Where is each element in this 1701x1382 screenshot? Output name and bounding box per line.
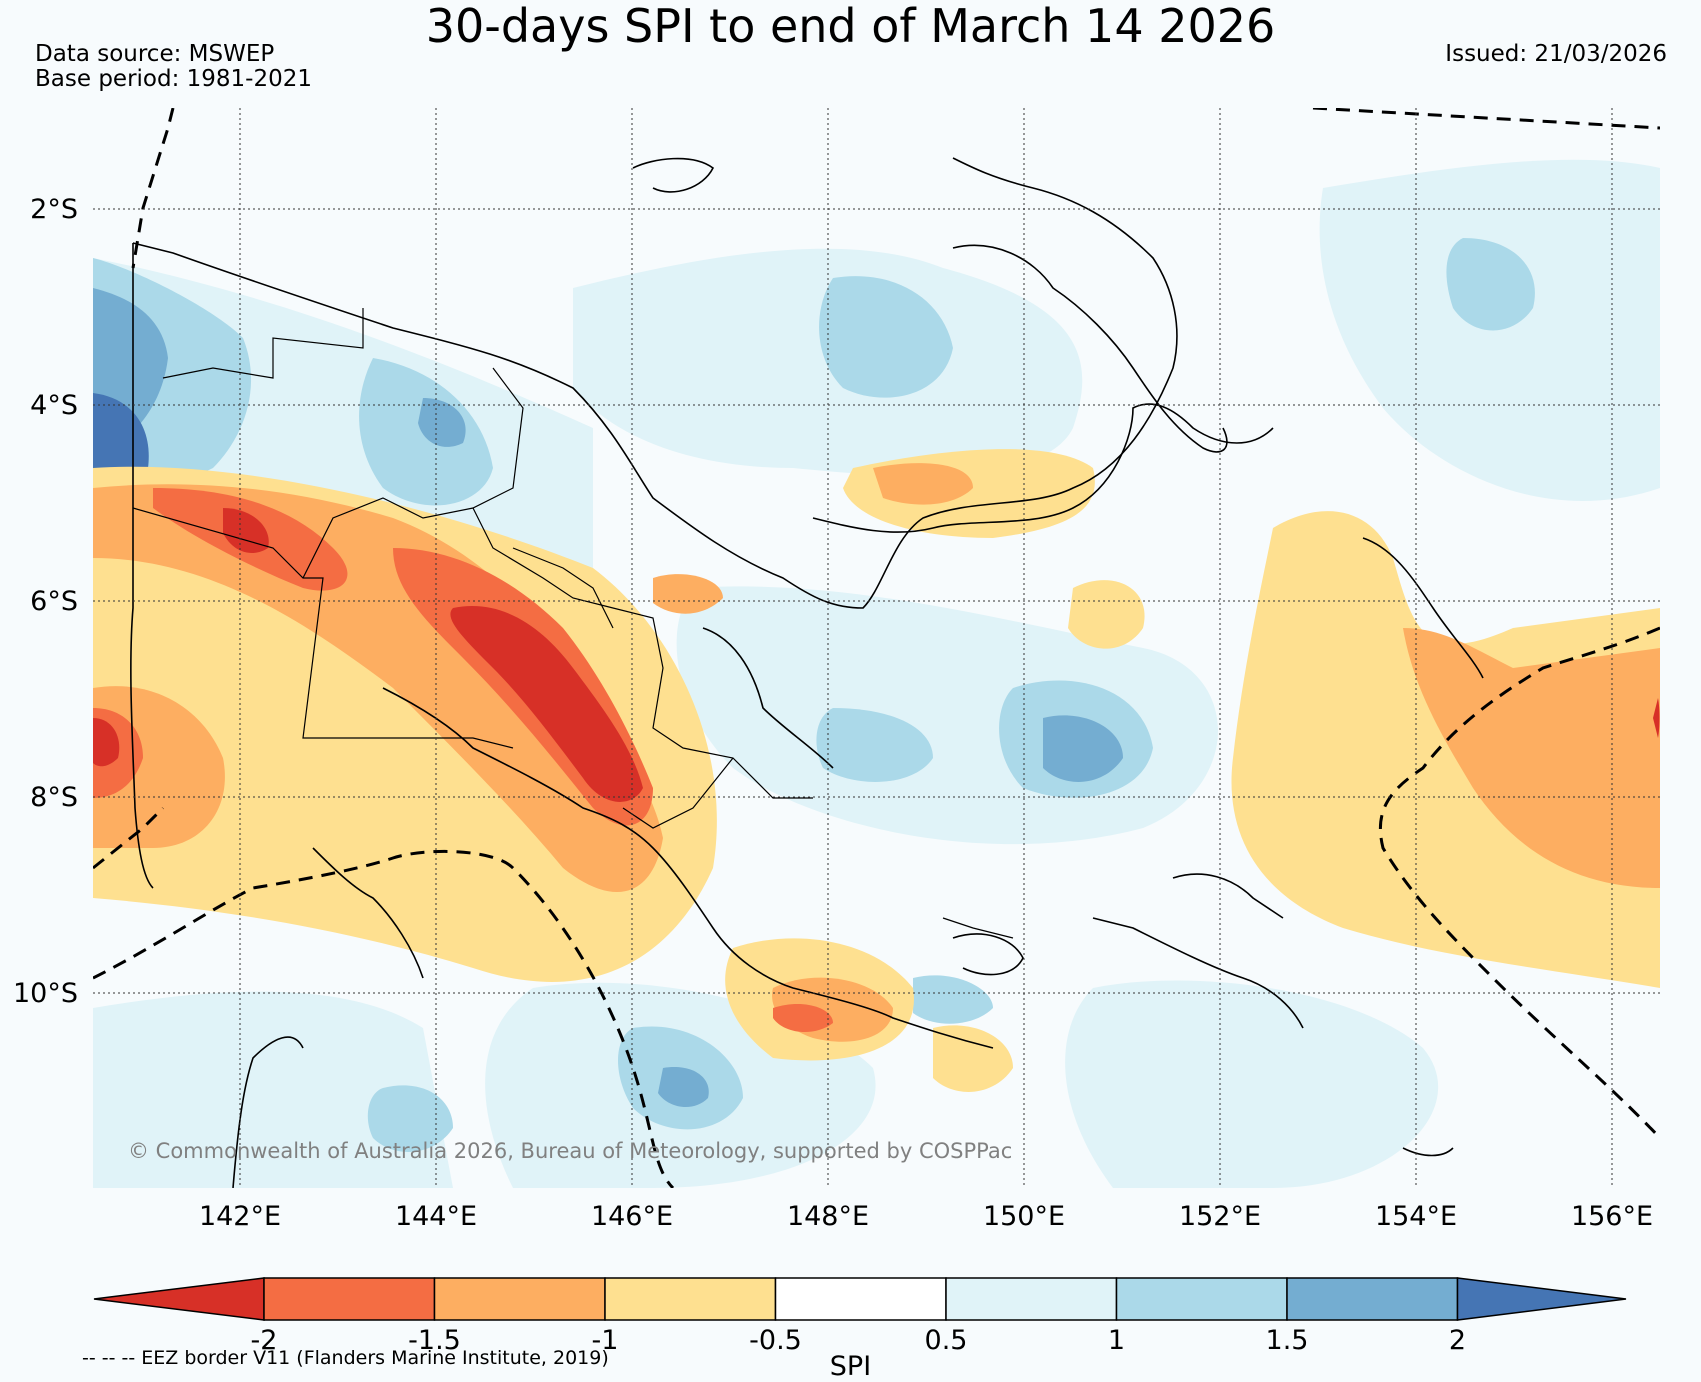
lon-tick-label: 148°E	[787, 1201, 869, 1232]
colorbar-extend-min	[93, 1277, 265, 1321]
lat-tick-label: 6°S	[30, 586, 78, 617]
lat-tick-label: 2°S	[30, 194, 78, 225]
copyright-text: © Commonwealth of Australia 2026, Bureau…	[128, 1139, 1012, 1163]
lon-tick-label: 144°E	[395, 1201, 477, 1232]
colorbar-tick-label: 2	[1449, 1325, 1466, 1350]
lon-tick-label: 146°E	[591, 1201, 673, 1232]
colorbar-extend-max	[1456, 1277, 1627, 1321]
colorbar-segment	[433, 1277, 606, 1321]
metadata-left: Data source: MSWEP Base period: 1981-202…	[35, 42, 312, 92]
lon-tick-label: 152°E	[1179, 1201, 1261, 1232]
colorbar-segments	[93, 1277, 1627, 1321]
data-source: Data source: MSWEP	[35, 41, 275, 67]
lat-tick-label: 4°S	[30, 390, 78, 421]
coastlines	[130, 157, 1484, 1188]
colorbar-tick-label: -2	[251, 1325, 278, 1350]
spi-map: © Commonwealth of Australia 2026, Bureau…	[93, 108, 1660, 1232]
lat-tick-label: 10°S	[13, 978, 78, 1009]
lon-tick-labels: 142°E 144°E 146°E 148°E 150°E 152°E 154°…	[199, 1201, 1653, 1232]
colorbar-tick-label: 1	[1108, 1325, 1125, 1350]
colorbar-segment	[774, 1277, 947, 1321]
colorbar-tick-label: 1.5	[1266, 1325, 1309, 1350]
colorbar-tick-label: -1	[592, 1325, 619, 1350]
map-title: 30-days SPI to end of March 14 2026	[425, 0, 1276, 53]
colorbar-title: SPI	[829, 1351, 872, 1382]
colorbar: -2 -1.5 -1 -0.5 0.5 1 1.5 2	[93, 1277, 1627, 1350]
lat-tick-label: 8°S	[30, 782, 78, 813]
colorbar-segment	[945, 1277, 1118, 1321]
colorbar-labels: -2 -1.5 -1 -0.5 0.5 1 1.5 2	[251, 1325, 1467, 1350]
colorbar-segment	[263, 1277, 436, 1321]
lon-tick-label: 142°E	[199, 1201, 281, 1232]
lon-tick-label: 154°E	[1375, 1201, 1457, 1232]
eez-borders	[93, 108, 1660, 1188]
spi-field	[93, 108, 1660, 1188]
lon-tick-label: 156°E	[1571, 1201, 1653, 1232]
base-period: Base period: 1981-2021	[35, 66, 313, 92]
issued-date: Issued: 21/03/2026	[1445, 41, 1667, 67]
eez-legend-note: -- -- -- EEZ border V11 (Flanders Marine…	[82, 1347, 609, 1369]
colorbar-tick-label: -1.5	[408, 1325, 461, 1350]
colorbar-segment	[1286, 1277, 1459, 1321]
lat-tick-labels: 2°S 4°S 6°S 8°S 10°S	[13, 194, 78, 1009]
lon-tick-label: 150°E	[983, 1201, 1065, 1232]
colorbar-segment	[604, 1277, 777, 1321]
colorbar-tick-label: -0.5	[749, 1325, 802, 1350]
colorbar-segment	[1115, 1277, 1288, 1321]
graticule	[93, 108, 1660, 1188]
province-borders	[132, 308, 1014, 939]
colorbar-tick-label: 0.5	[925, 1325, 968, 1350]
